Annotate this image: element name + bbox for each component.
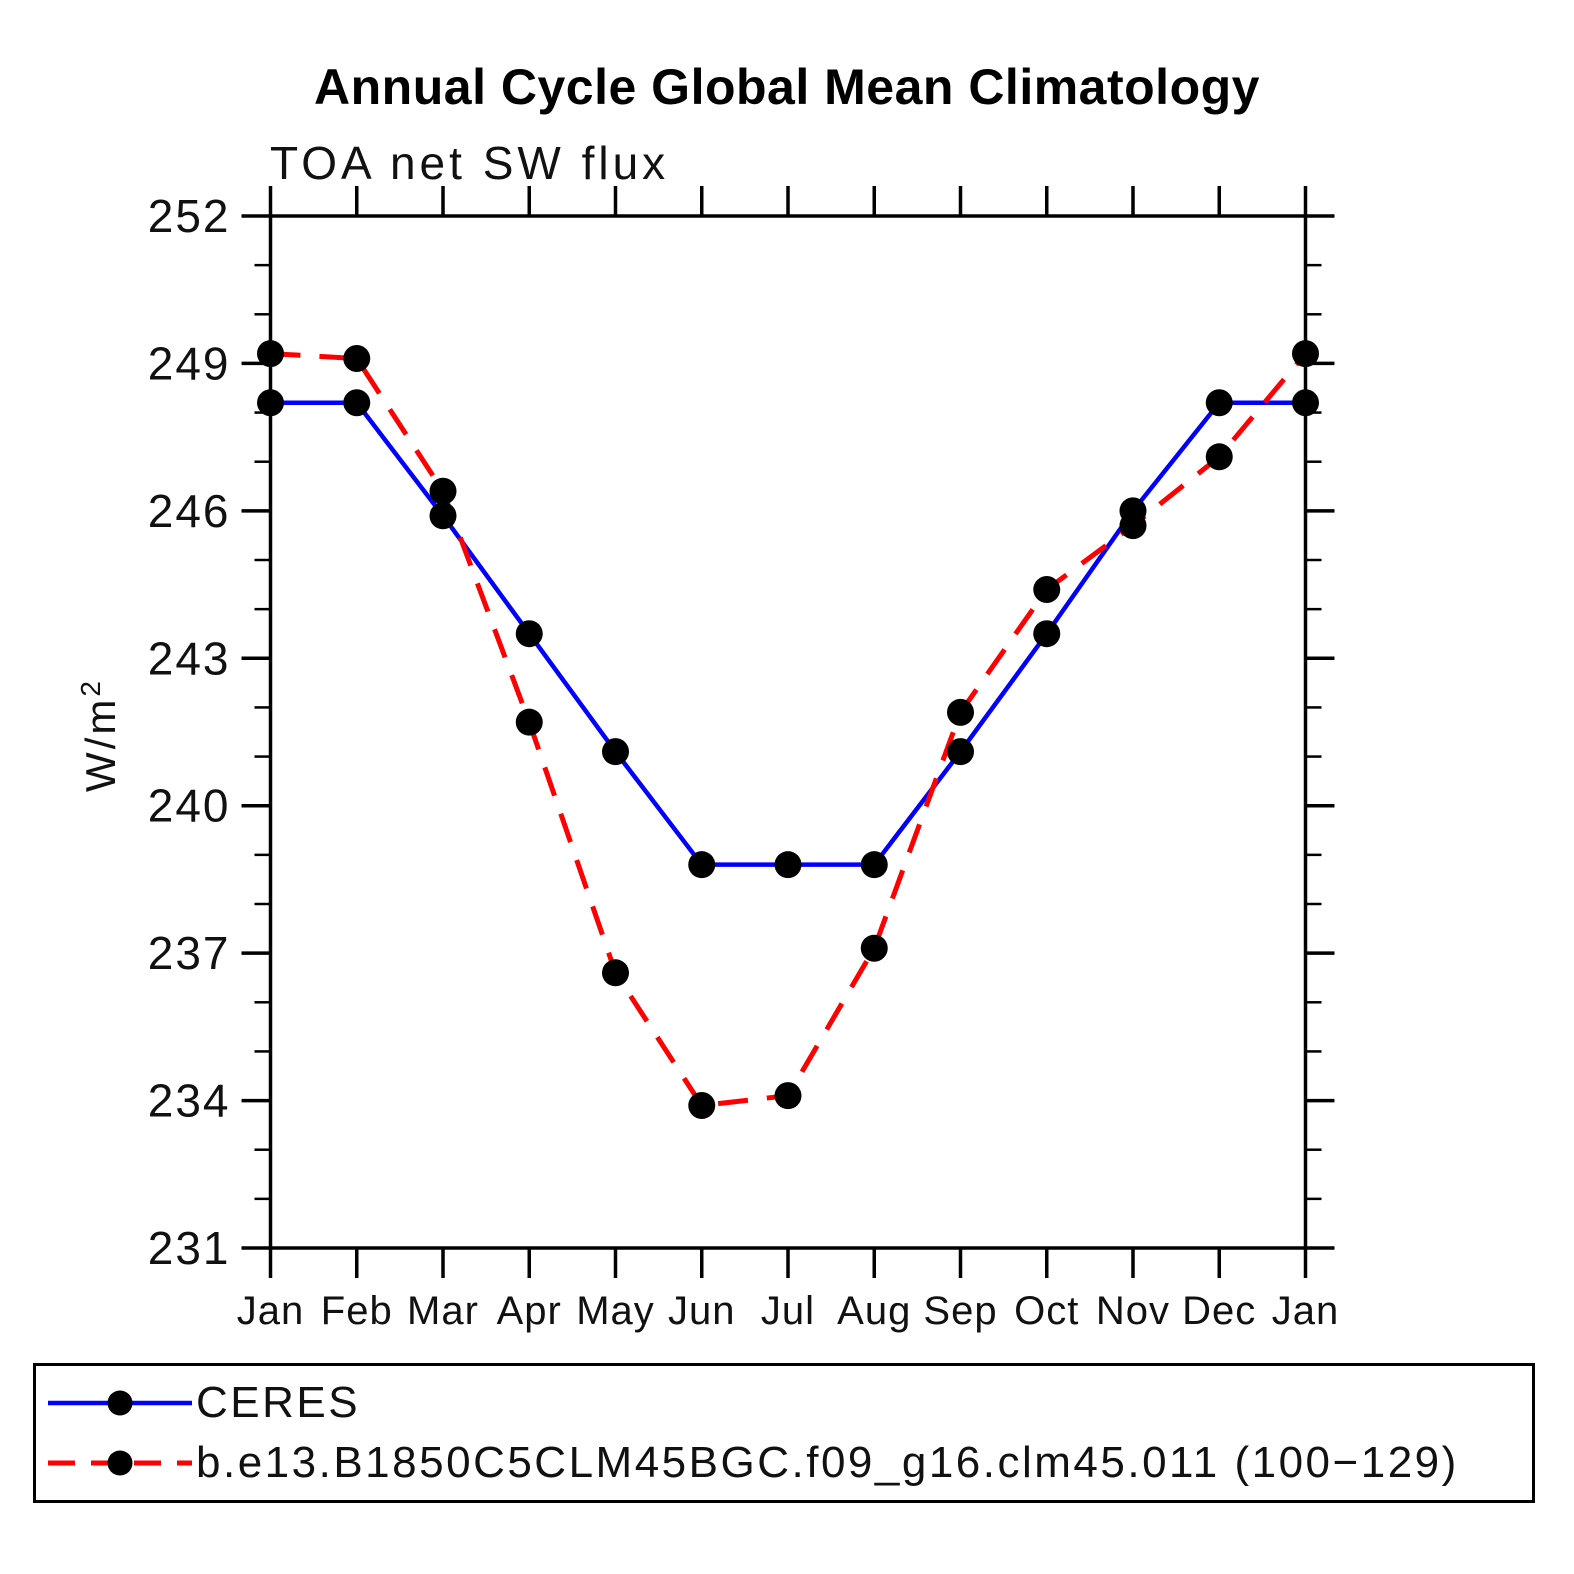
y-tick-label: 237: [148, 927, 231, 979]
x-tick-label: Jun: [668, 1289, 736, 1333]
data-point-ceres: [602, 738, 629, 766]
data-point-ceres: [1205, 389, 1233, 417]
data-point-ceres: [1292, 389, 1319, 417]
legend-marker-ceres: [48, 1390, 192, 1416]
legend-row-ceres: CERES: [44, 1373, 1532, 1433]
x-tick-label: Sep: [923, 1289, 997, 1333]
data-point-ceres: [947, 738, 974, 766]
x-tick-label: Feb: [321, 1289, 393, 1333]
x-tick-label: Apr: [497, 1289, 562, 1333]
data-point-model: [1292, 340, 1319, 368]
series-line-model: [270, 351, 1308, 1109]
x-tick-label: Aug: [837, 1289, 911, 1333]
legend-label-model: b.e13.B1850C5CLM45BGC.f09_g16.clm45.011 …: [196, 1438, 1459, 1487]
data-point-model: [257, 340, 284, 368]
chart-subtitle: TOA net SW flux: [270, 137, 670, 189]
data-point-model: [688, 1091, 716, 1119]
legend-marker-dot: [107, 1450, 133, 1476]
data-point-ceres: [343, 389, 371, 417]
x-tick-label: Oct: [1014, 1289, 1079, 1333]
legend-box: CERES b.e13.B1850C5CLM45BGC.f09_g16.clm45…: [33, 1363, 1535, 1503]
data-point-ceres: [257, 389, 284, 417]
data-point-ceres: [860, 851, 888, 879]
data-point-model: [1205, 443, 1233, 471]
chart-title: Annual Cycle Global Mean Climatology: [314, 59, 1260, 115]
x-tick-label: Jan: [1272, 1289, 1340, 1333]
data-point-model: [343, 345, 371, 373]
data-point-ceres: [774, 851, 802, 879]
data-point-ceres: [515, 620, 543, 648]
data-point-ceres: [688, 851, 716, 879]
data-point-model: [1033, 575, 1061, 603]
x-tick-label: Jan: [237, 1289, 305, 1333]
series-line-ceres: [270, 400, 1306, 867]
y-tick-label: 231: [148, 1222, 231, 1274]
legend-marker-dot: [107, 1390, 133, 1416]
x-tick-label: Mar: [407, 1289, 479, 1333]
data-point-model: [429, 477, 457, 505]
data-point-ceres: [1033, 620, 1061, 648]
data-point-model: [947, 698, 974, 726]
y-tick-label: 252: [148, 190, 231, 242]
y-tick-label: 246: [148, 485, 231, 537]
legend-row-model: b.e13.B1850C5CLM45BGC.f09_g16.clm45.011 …: [44, 1433, 1532, 1493]
x-tick-label: May: [576, 1289, 655, 1333]
y-tick-label: 243: [148, 632, 231, 684]
data-point-model: [860, 934, 888, 962]
x-tick-label: Jul: [761, 1289, 815, 1333]
data-point-ceres: [429, 502, 457, 530]
x-tick-label: Dec: [1182, 1289, 1256, 1333]
data-point-model: [602, 959, 629, 987]
legend-label-ceres: CERES: [196, 1378, 361, 1427]
y-tick-label: 249: [148, 337, 231, 389]
data-point-model: [515, 708, 543, 736]
y-tick-label: 240: [148, 780, 231, 832]
data-point-model: [774, 1082, 802, 1110]
legend-marker-model: [48, 1450, 192, 1476]
x-tick-label: Nov: [1096, 1289, 1170, 1333]
data-point-model: [1119, 512, 1147, 540]
y-tick-label: 234: [148, 1075, 231, 1127]
